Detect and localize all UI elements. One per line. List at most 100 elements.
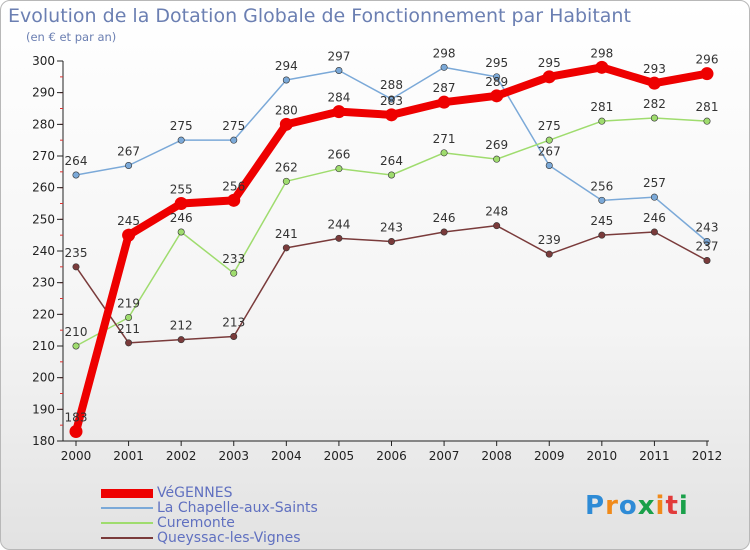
data-point: [122, 228, 136, 242]
y-tick-label: 250: [32, 212, 55, 226]
data-label: 295: [538, 56, 561, 70]
data-point: [69, 425, 83, 438]
data-label: 298: [433, 46, 456, 60]
data-label: 246: [170, 211, 193, 225]
data-label: 255: [170, 183, 193, 197]
data-point: [598, 117, 606, 125]
data-label: 246: [643, 211, 666, 225]
data-point: [387, 95, 395, 103]
data-label: 281: [696, 100, 719, 114]
data-point: [72, 342, 80, 350]
data-point: [545, 136, 553, 144]
y-tick-label: 230: [32, 276, 55, 290]
data-label: 262: [275, 160, 298, 174]
data-label: 296: [696, 53, 719, 67]
brand-letter: o: [618, 491, 638, 521]
data-label: 257: [643, 176, 666, 190]
data-label: 269: [485, 138, 508, 152]
legend-swatch: [101, 488, 153, 498]
y-tick-label: 260: [32, 181, 55, 195]
data-label: 239: [538, 233, 561, 247]
data-point: [125, 162, 133, 170]
data-point: [650, 228, 658, 236]
data-point: [177, 336, 185, 344]
data-point: [282, 177, 290, 185]
data-point: [230, 332, 238, 340]
data-point: [703, 238, 711, 246]
data-label: 245: [117, 214, 140, 228]
x-tick-label: 2001: [113, 449, 144, 463]
legend-swatch: [101, 522, 153, 524]
data-label: 294: [275, 59, 298, 73]
data-label: 287: [433, 81, 456, 95]
data-point: [700, 67, 714, 81]
data-label: 264: [380, 154, 403, 168]
legend-label: La Chapelle-aux-Saints: [157, 500, 318, 516]
data-label: 297: [327, 50, 350, 64]
data-point: [177, 136, 185, 144]
data-point: [542, 70, 556, 84]
y-tick-label: 280: [32, 117, 55, 131]
data-point: [598, 196, 606, 204]
data-point: [490, 89, 504, 103]
brand-letter: x: [637, 491, 656, 521]
data-label: 275: [222, 119, 245, 133]
legend-label: VéGENNES: [157, 485, 233, 501]
legend-swatch: [101, 507, 153, 509]
data-point: [440, 63, 448, 71]
x-tick-label: 2012: [692, 449, 723, 463]
y-tick-label: 200: [32, 371, 55, 385]
y-tick-label: 210: [32, 339, 55, 353]
data-label: 211: [117, 322, 140, 336]
data-point: [230, 269, 238, 277]
data-point: [332, 105, 346, 119]
data-label: 267: [538, 145, 561, 159]
data-label: 275: [170, 119, 193, 133]
data-label: 243: [380, 221, 403, 235]
data-label: 233: [222, 252, 245, 266]
data-label: 282: [643, 97, 666, 111]
brand-letter: r: [605, 491, 619, 521]
data-label: 244: [327, 217, 350, 231]
data-point: [650, 114, 658, 122]
data-point: [650, 193, 658, 201]
data-point: [335, 165, 343, 173]
data-point: [279, 117, 293, 131]
data-point: [385, 108, 398, 122]
brand-letter: P: [585, 491, 606, 521]
data-label: 245: [590, 214, 613, 228]
data-point: [437, 95, 451, 109]
data-point: [230, 136, 238, 144]
data-label: 266: [327, 148, 350, 162]
data-label: 289: [485, 75, 508, 89]
data-point: [647, 76, 661, 90]
brand-logo: Proxiti: [585, 491, 689, 521]
data-point: [703, 256, 711, 264]
x-tick-label: 2000: [61, 449, 92, 463]
x-tick-label: 2007: [429, 449, 460, 463]
data-label: 281: [590, 100, 613, 114]
x-tick-label: 2006: [376, 449, 407, 463]
y-tick-label: 240: [32, 244, 55, 258]
legend-label: Queyssac-les-Vignes: [157, 530, 301, 546]
data-point: [595, 60, 609, 74]
data-label: 212: [170, 319, 193, 333]
data-label: 293: [643, 62, 666, 76]
data-label: 298: [590, 46, 613, 60]
y-tick-label: 300: [32, 54, 55, 68]
data-label: 280: [275, 103, 298, 117]
chart-subtitle: (en € et par an): [26, 30, 117, 44]
y-tick-label: 190: [32, 402, 55, 416]
data-point: [440, 228, 448, 236]
x-tick-label: 2010: [587, 449, 618, 463]
data-point: [282, 76, 290, 84]
data-point: [335, 234, 343, 242]
data-label: 246: [433, 211, 456, 225]
data-point: [493, 222, 501, 230]
data-label: 241: [275, 227, 298, 241]
data-label: 295: [485, 56, 508, 70]
data-label: 219: [117, 297, 140, 311]
data-point: [703, 117, 711, 125]
x-tick-label: 2003: [218, 449, 249, 463]
